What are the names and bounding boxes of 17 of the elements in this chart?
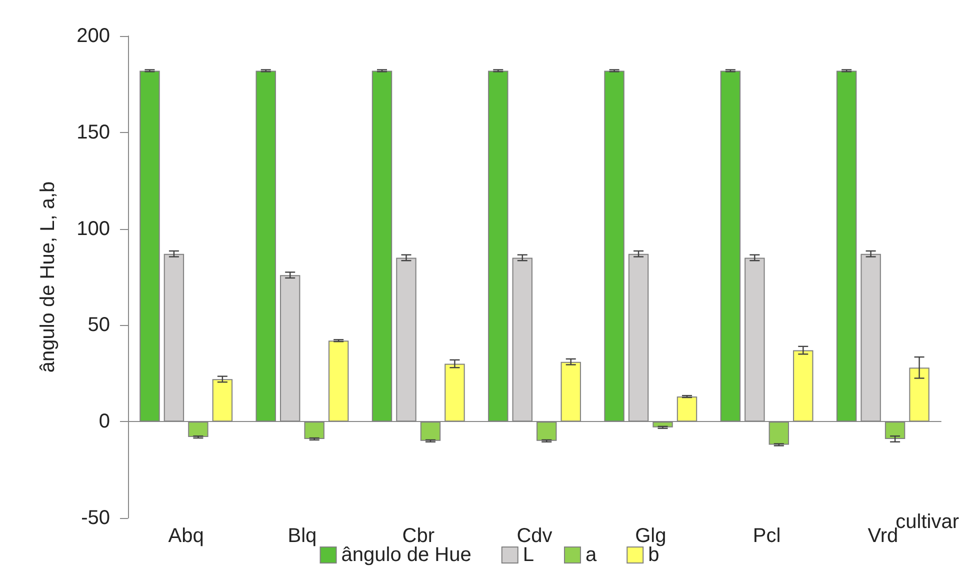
x-tick-label: Pcl (752, 525, 781, 547)
legend-label: a (585, 544, 598, 566)
x-tick-label: Cbr (402, 525, 435, 547)
x-axis-title: cultivar (896, 511, 960, 533)
y-tick-label: 150 (76, 121, 110, 144)
legend-label: L (522, 544, 534, 566)
x-tick-label: Blq (288, 525, 317, 547)
y-tick-label: 0 (98, 410, 110, 433)
y-tick-label: 100 (76, 218, 110, 240)
x-tick-label: Abq (168, 525, 204, 547)
x-tick-label: Glg (635, 525, 666, 547)
y-tick-label: 50 (88, 314, 110, 336)
y-tick-label: -50 (81, 507, 110, 529)
y-axis-title: ângulo de Hue, L, a,b (37, 181, 59, 373)
x-tick-label: Cdv (516, 525, 552, 547)
y-tick-label: 200 (76, 25, 110, 47)
legend-label: ângulo de Hue (341, 544, 472, 566)
